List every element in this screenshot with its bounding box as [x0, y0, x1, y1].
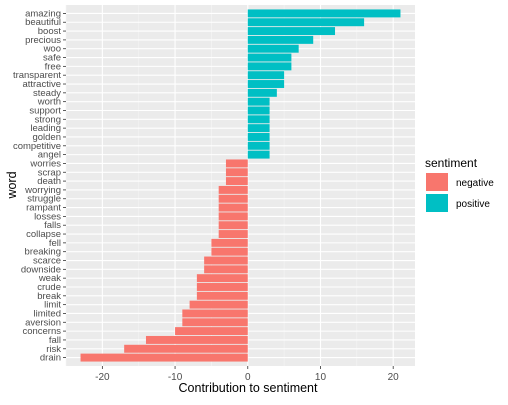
- y-tick-label: worries: [29, 158, 61, 169]
- y-tick-label: scrap: [38, 167, 61, 178]
- bar-breaking: [211, 247, 248, 256]
- bar-support: [247, 106, 270, 115]
- y-tick-label: competitive: [13, 141, 61, 152]
- y-tick-label: precious: [25, 35, 61, 46]
- y-tick-label: amazing: [25, 8, 61, 19]
- y-tick-label: limited: [34, 308, 61, 319]
- x-tick-label: 10: [315, 372, 327, 383]
- bar-free: [247, 62, 292, 71]
- y-tick-label: falls: [44, 220, 61, 231]
- bar-worries: [225, 159, 248, 168]
- y-tick-label: rampant: [26, 203, 61, 214]
- bar-scarce: [204, 256, 248, 265]
- y-tick-label: weak: [38, 273, 61, 284]
- y-tick-label: death: [37, 176, 61, 187]
- bar-drain: [80, 353, 248, 362]
- y-tick-label: drain: [40, 353, 61, 364]
- bar-amazing: [247, 9, 401, 18]
- y-tick-label: crude: [37, 282, 61, 293]
- bar-fall: [145, 335, 248, 344]
- y-tick-label: attractive: [22, 79, 61, 90]
- x-tick-label: -20: [95, 372, 110, 383]
- legend-key-negative: [426, 173, 448, 191]
- y-tick-label: worrying: [24, 185, 61, 196]
- legend-key-positive: [426, 194, 448, 212]
- y-tick-label: breaking: [25, 247, 61, 258]
- y-tick-label: steady: [33, 88, 61, 99]
- bar-fell: [211, 238, 248, 247]
- legend: sentiment negative positive: [425, 156, 494, 212]
- bar-worrying: [218, 185, 248, 194]
- bar-weak: [196, 274, 248, 283]
- y-tick-label: struggle: [27, 194, 61, 205]
- y-tick-label: safe: [43, 53, 61, 64]
- bar-leading: [247, 124, 270, 133]
- bar-golden: [247, 132, 270, 141]
- bar-attractive: [247, 80, 285, 88]
- y-tick-label: golden: [32, 132, 61, 143]
- bar-beautiful: [247, 18, 365, 27]
- legend-label-positive: positive: [456, 199, 490, 210]
- bar-falls: [218, 221, 248, 230]
- bar-woo: [247, 44, 299, 53]
- legend-title: sentiment: [425, 156, 478, 170]
- y-tick-label: boost: [38, 26, 62, 37]
- y-tick-label: concerns: [22, 326, 61, 337]
- x-tick-label: 0: [245, 372, 251, 383]
- x-tick-label: 20: [388, 372, 400, 383]
- y-tick-label: angel: [38, 150, 61, 161]
- legend-label-negative: negative: [456, 178, 494, 189]
- bar-worth: [247, 97, 270, 106]
- y-tick-label: fell: [49, 238, 61, 249]
- bar-steady: [247, 88, 277, 97]
- y-tick-label: worth: [37, 97, 61, 108]
- y-axis-label: word: [5, 171, 19, 199]
- bar-concerns: [175, 327, 248, 336]
- y-tick-label: support: [29, 105, 61, 116]
- y-tick-label: free: [45, 61, 61, 72]
- y-tick-label: collapse: [26, 229, 61, 240]
- y-tick-label: fall: [49, 335, 61, 346]
- bar-risk: [124, 344, 248, 353]
- y-tick-labels: amazingbeautifulboostpreciouswoosafefree…: [13, 8, 66, 364]
- y-tick-label: beautiful: [25, 17, 61, 28]
- y-tick-label: strong: [35, 114, 61, 125]
- bar-death: [225, 177, 248, 186]
- y-tick-label: aversion: [25, 317, 61, 328]
- x-tick-labels: -20 -10 0 10 20: [95, 366, 399, 383]
- y-tick-label: risk: [46, 344, 61, 355]
- bar-crude: [196, 283, 248, 291]
- bar-precious: [247, 35, 314, 44]
- y-tick-label: downside: [21, 264, 61, 275]
- bar-losses: [218, 212, 248, 221]
- bar-struggle: [218, 194, 248, 203]
- bar-limited: [182, 309, 248, 318]
- bar-aversion: [182, 318, 248, 327]
- bars: [80, 9, 401, 362]
- bar-competitive: [247, 141, 270, 150]
- y-tick-label: woo: [43, 44, 61, 55]
- y-tick-label: transparent: [13, 70, 61, 81]
- bar-collapse: [218, 230, 248, 239]
- y-tick-label: leading: [30, 123, 61, 134]
- x-tick-label: -10: [168, 372, 183, 383]
- bar-safe: [247, 53, 292, 62]
- y-tick-label: break: [37, 291, 61, 302]
- bar-downside: [204, 265, 248, 274]
- bar-boost: [247, 27, 336, 36]
- y-tick-label: scarce: [33, 256, 61, 267]
- y-tick-label: losses: [34, 211, 61, 222]
- x-axis-label: Contribution to sentiment: [179, 381, 318, 395]
- y-tick-label: limit: [44, 300, 61, 311]
- bar-scrap: [225, 168, 248, 177]
- bar-limit: [189, 300, 248, 309]
- bar-break: [196, 291, 248, 300]
- bar-rampant: [218, 203, 248, 212]
- bar-transparent: [247, 71, 285, 80]
- bar-strong: [247, 115, 270, 124]
- bar-angel: [247, 150, 270, 159]
